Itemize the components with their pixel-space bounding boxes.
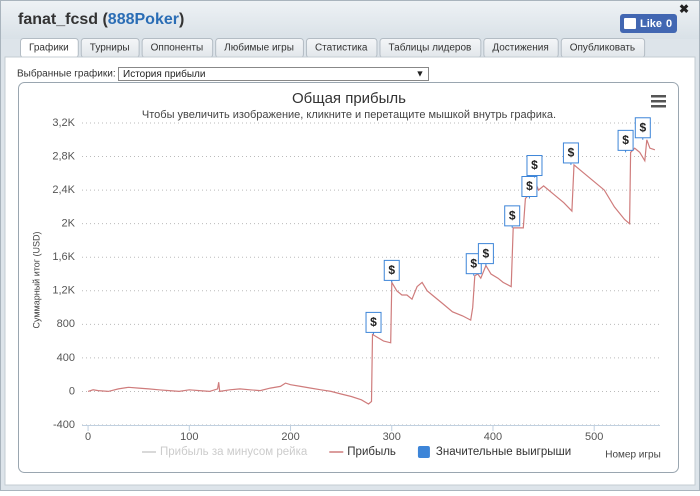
flag[interactable]: $: [562, 142, 579, 165]
tab[interactable]: Оппоненты: [141, 38, 214, 58]
close-button[interactable]: ✖: [679, 2, 689, 16]
tab[interactable]: Достижения: [483, 38, 559, 58]
header-bar: [1, 1, 699, 39]
x-tick-label: 300: [383, 431, 401, 443]
tab-label: Опубликовать: [570, 42, 635, 54]
legend-label: Прибыль: [347, 446, 396, 458]
flag[interactable]: $: [504, 205, 521, 228]
x-tick-label: 200: [281, 431, 299, 443]
y-axis-title: Суммарный итог (USD): [31, 231, 41, 328]
like-label: Like: [640, 18, 662, 30]
flag-box: [365, 311, 382, 333]
flag-box: [504, 205, 521, 227]
chart-title: Общая прибыль: [292, 90, 406, 107]
flag[interactable]: $: [526, 155, 543, 178]
tab-label: Статистика: [315, 43, 368, 54]
flag-box: [383, 259, 400, 281]
window-title: fanat_fcsd (888Poker): [18, 11, 184, 28]
flag-label: $: [509, 209, 516, 223]
tab-label: Таблицы лидеров: [388, 42, 471, 54]
tab[interactable]: Графики: [20, 38, 79, 58]
user-name: fanat_fcsd (: [18, 11, 108, 28]
tab-label: Турниры: [90, 43, 130, 54]
selector-label: Выбранные графики:: [17, 68, 116, 80]
menu-bar: [651, 105, 666, 108]
y-tick-label: 0: [69, 385, 75, 397]
tab[interactable]: Турниры: [80, 38, 140, 58]
flag-box: [521, 176, 538, 197]
flag-box: [526, 155, 543, 177]
x-tick-label: 100: [180, 431, 198, 443]
tab-label: Любимые игры: [224, 42, 294, 54]
y-tick-label: 800: [57, 318, 75, 330]
y-tick-label: 2,8K: [52, 150, 75, 162]
tab-label: Достижения: [492, 43, 548, 54]
x-tick-label: 0: [85, 431, 91, 443]
flag-label: $: [370, 315, 377, 329]
tab[interactable]: Статистика: [305, 38, 378, 58]
tab[interactable]: Опубликовать: [560, 38, 646, 58]
y-tick-label: 2K: [62, 218, 76, 230]
site-name: 888Poker: [108, 11, 179, 28]
plot: -400 0 400 800 1,2K 1,6K 2K 2,4K 2,8K 3,2K 0 100 200…: [52, 117, 660, 458]
tab[interactable]: Таблицы лидеров: [379, 38, 482, 58]
y-tick-label: 400: [57, 352, 75, 364]
profit-line: [87, 139, 656, 405]
menu-bar: [651, 95, 666, 98]
title-close: ): [179, 11, 184, 28]
y-tick-label: 1,2K: [52, 285, 75, 297]
chart-frame: [18, 82, 679, 473]
flag-label: $: [568, 146, 575, 160]
like-icon: [624, 18, 636, 29]
flag[interactable]: $: [521, 176, 538, 199]
legend-label: Прибыль за минусом рейка: [160, 446, 308, 458]
select-box: [118, 67, 429, 81]
menu-bar: [651, 100, 666, 103]
flag[interactable]: $: [477, 243, 494, 266]
tab[interactable]: Любимые игры: [215, 38, 304, 58]
y-tick-label: 1,6K: [52, 251, 75, 263]
flag-box: [477, 243, 494, 265]
flag-label: $: [388, 263, 395, 277]
legend-symbol: [417, 446, 430, 458]
flag-label: $: [526, 179, 533, 193]
y-tick-label: 2,4K: [52, 184, 75, 196]
like-button[interactable]: Like 0: [620, 14, 677, 33]
flag-label: $: [639, 120, 646, 134]
flag[interactable]: $: [365, 311, 382, 335]
x-tick-label: 500: [585, 431, 603, 443]
legend-item[interactable]: Прибыль за минусом рейка: [142, 446, 308, 458]
x-tick-label: 400: [484, 431, 502, 443]
flag[interactable]: $: [383, 259, 400, 283]
flag-label: $: [622, 133, 629, 147]
flag-label: $: [483, 246, 490, 260]
flag[interactable]: $: [617, 129, 634, 153]
flag-label: $: [531, 158, 538, 172]
y-tick-label: 3,2K: [52, 117, 75, 129]
chart-selector[interactable]: История прибыли ▼: [118, 67, 429, 81]
x-axis-title: Номер игры: [605, 450, 661, 461]
tab-label: Оппоненты: [151, 43, 204, 54]
tab-label: Графики: [29, 42, 69, 54]
select-value: История прибыли: [123, 68, 205, 80]
legend-label: Значительные выигрыши: [436, 446, 571, 458]
tab-bar: Графики Турниры Оппоненты Любимые игры Стати…: [20, 38, 646, 58]
legend-item[interactable]: Значительные выигрыши: [417, 446, 571, 458]
flag-box: [634, 117, 651, 139]
flag[interactable]: $: [634, 117, 651, 140]
select-arrow: ▼: [416, 68, 425, 78]
menu-icon[interactable]: [651, 95, 666, 108]
flag-box: [562, 142, 579, 164]
like-count: 0: [666, 18, 672, 30]
chart-subtitle: Чтобы увеличить изображение, кликните и …: [142, 109, 556, 121]
y-tick-label: -400: [53, 419, 75, 431]
legend-item[interactable]: Прибыль: [329, 446, 396, 458]
flag-label: $: [470, 256, 477, 270]
flag-box: [617, 129, 634, 151]
